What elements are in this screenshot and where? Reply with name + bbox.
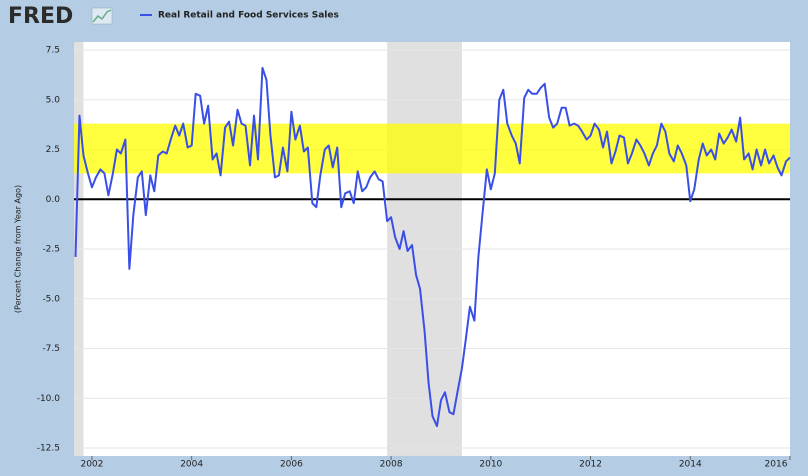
series-line (74, 66, 791, 428)
logo: FRED (8, 4, 73, 29)
y-tick-label: 5.0 (46, 95, 61, 105)
x-tick-label: 2012 (579, 460, 602, 470)
x-tick-label: 2004 (180, 460, 203, 470)
x-tick-label: 2014 (679, 460, 702, 470)
y-tick-label: -2.5 (42, 245, 60, 255)
y-tick-label: -5.0 (42, 294, 60, 304)
x-tick-label: 2016 (765, 460, 788, 470)
x-tick-label: 2002 (80, 460, 103, 470)
x-tick-label: 2010 (479, 460, 502, 470)
y-tick-label: -7.5 (42, 344, 60, 354)
logo-icon (91, 7, 113, 25)
y-tick-label: 0.0 (46, 195, 61, 205)
y-tick-label: -10.0 (37, 394, 61, 404)
legend-label: Real Retail and Food Services Sales (158, 11, 339, 21)
y-tick-label: 7.5 (46, 46, 60, 56)
x-tick-label: 2008 (380, 460, 403, 470)
y-axis-label: (Percent Change from Year Ago) (14, 185, 23, 313)
y-tick-label: -12.5 (37, 444, 60, 454)
x-tick-label: 2006 (280, 460, 303, 470)
y-tick-label: 2.5 (46, 145, 60, 155)
